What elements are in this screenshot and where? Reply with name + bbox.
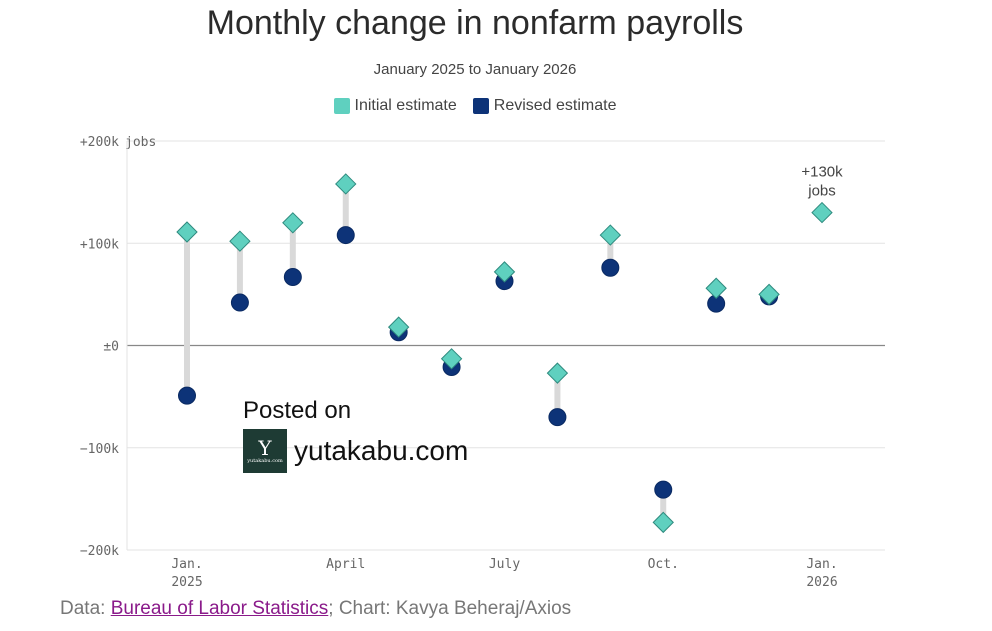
revised-estimate-point (548, 408, 567, 427)
initial-estimate-point (705, 277, 727, 299)
watermark-logo: Y yutakabu.com (243, 429, 287, 473)
legend-item-revised: Revised estimate (472, 97, 617, 115)
y-tick-label: −100k (80, 442, 119, 457)
initial-estimate-point (599, 224, 622, 246)
source-credit: Data: Bureau of Labor Statistics; Chart:… (60, 598, 571, 620)
initial-estimate-point (282, 212, 304, 234)
source-prefix: Data: (60, 598, 111, 619)
initial-estimate-point (652, 511, 674, 534)
annotation-unit: jobs (807, 183, 836, 200)
watermark-logo-small: yutakabu.com (247, 458, 283, 464)
y-tick-label: −200k (80, 544, 119, 559)
initial-estimate-point (387, 316, 410, 338)
x-tick-label: Oct. (648, 557, 679, 572)
legend: Initial estimate Revised estimate (0, 97, 950, 115)
x-tick-label: Jan. (806, 557, 837, 572)
chart-title: Monthly change in nonfarm payrolls (206, 4, 744, 42)
watermark-site: yutakabu.com (294, 435, 469, 466)
watermark-posted-on: Posted on (243, 397, 352, 424)
x-tick-label-year: 2026 (806, 575, 837, 590)
chart-canvas: +200k jobs +100k ±0 −100k −200k Jan. 2025 April J… (80, 135, 885, 590)
y-tick-label: +100k (80, 237, 119, 252)
revised-estimate-point (178, 386, 196, 405)
legend-label-revised: Revised estimate (493, 97, 617, 114)
watermark: Posted on Y yutakabu.com yutakabu.com (243, 397, 468, 473)
initial-estimate-point (811, 201, 833, 224)
initial-estimate-point (440, 348, 463, 370)
revised-estimate-point (283, 267, 302, 286)
source-suffix: ; Chart: Kavya Beheraj/Axios (328, 598, 572, 619)
initial-estimate-point (758, 283, 780, 306)
revised-estimate-point (336, 226, 355, 245)
x-tick-label-year: 2025 (171, 575, 202, 590)
watermark-row: Y yutakabu.com yutakabu.com (243, 429, 468, 473)
y-tick-label: ±0 (103, 340, 119, 355)
x-tick-label: July (489, 557, 520, 572)
revised-estimate-point (601, 258, 620, 277)
legend-swatch-revised (472, 98, 489, 114)
initial-estimate-point (546, 362, 569, 384)
chart-subtitle: January 2025 to January 2026 (373, 61, 577, 78)
initial-estimate-point (335, 173, 357, 195)
legend-swatch-initial (333, 98, 350, 114)
y-unit-label: jobs (125, 135, 156, 150)
initial-estimate-point (176, 221, 198, 243)
watermark-logo-letter: Y (258, 436, 272, 460)
revised-estimate-point (230, 293, 249, 312)
initial-estimate-point (229, 230, 251, 252)
x-tick-label: April (326, 557, 365, 572)
annotation-value: +130k (801, 164, 843, 181)
legend-label-initial: Initial estimate (354, 97, 457, 114)
initial-estimate-point (493, 261, 516, 283)
legend-item-initial: Initial estimate (333, 97, 457, 115)
x-tick-label: Jan. (171, 557, 202, 572)
source-link[interactable]: Bureau of Labor Statistics (110, 598, 329, 619)
revised-estimate-point (654, 480, 673, 499)
y-tick-label: +200k (80, 135, 119, 150)
